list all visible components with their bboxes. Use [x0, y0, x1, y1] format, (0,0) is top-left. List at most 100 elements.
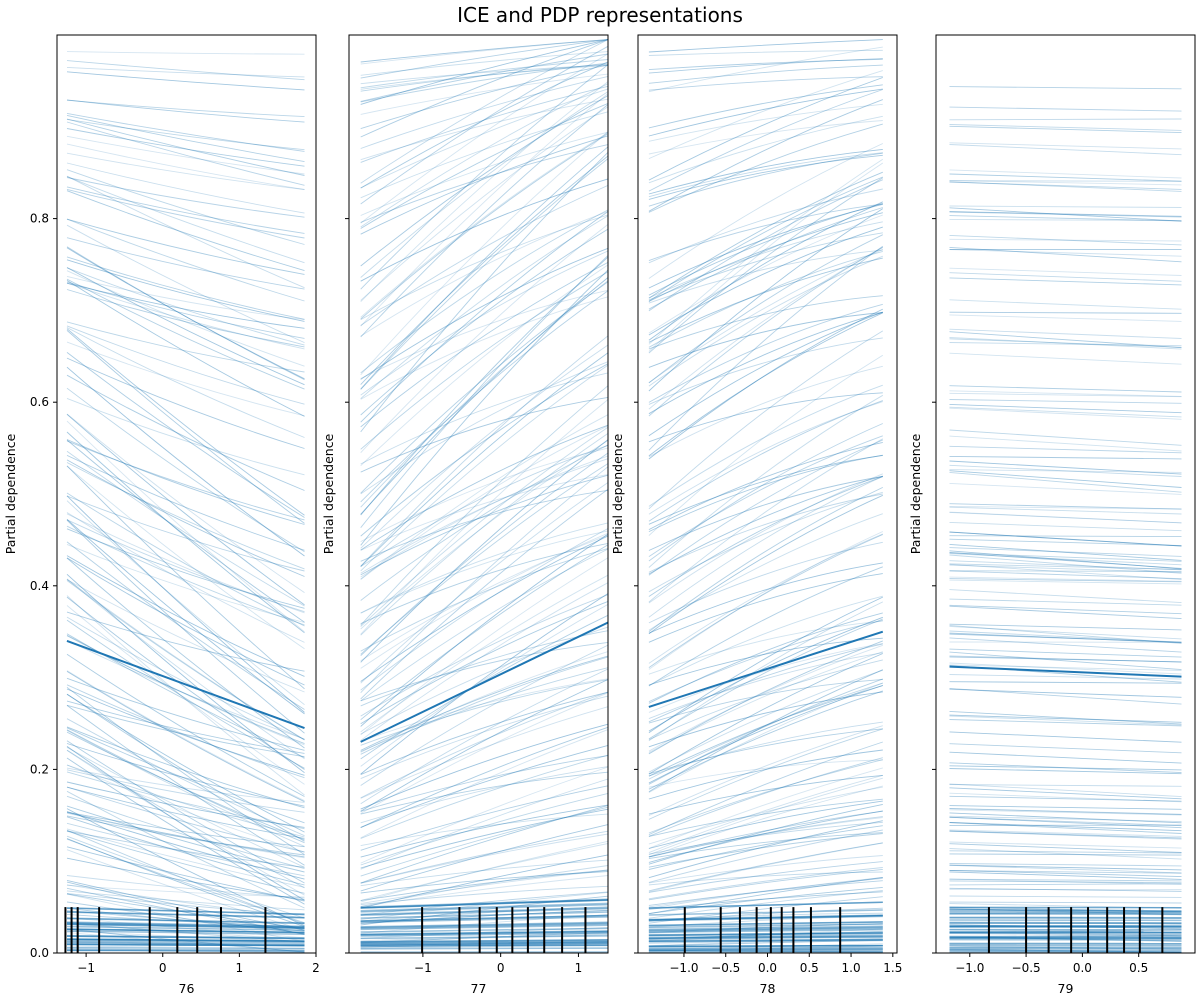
x-tick-label: 2	[312, 961, 320, 975]
ice-line	[648, 926, 883, 934]
ice-line	[360, 102, 609, 229]
ice-line	[648, 741, 883, 836]
ice-line	[66, 224, 305, 344]
ice-line	[360, 228, 609, 416]
ice-line	[949, 352, 1182, 365]
ice-line	[66, 838, 305, 924]
ice-line	[648, 70, 883, 160]
ice-line	[360, 39, 609, 138]
ice-line	[360, 922, 609, 929]
subplot-79: −1.0 −0.5 0.0 0.5 79 Partial dependence	[908, 34, 1196, 996]
ice-line	[648, 777, 883, 856]
ice-line	[66, 941, 305, 947]
ice-line	[66, 727, 305, 824]
ice-line	[949, 464, 1182, 477]
ice-line	[360, 729, 609, 839]
ice-line	[648, 867, 883, 900]
ice-line	[360, 865, 609, 907]
ice-line	[949, 277, 1182, 286]
ice-line	[360, 909, 609, 925]
ice-line	[949, 808, 1182, 815]
ice-line	[648, 308, 883, 460]
ice-line	[66, 943, 305, 948]
ice-line	[648, 767, 883, 849]
pdp-line	[66, 639, 305, 730]
ice-line	[648, 77, 883, 181]
ice-line	[648, 58, 883, 74]
ice-line	[648, 620, 883, 675]
ice-line	[648, 202, 883, 296]
ice-line	[949, 934, 1182, 939]
ice-line	[66, 892, 305, 916]
x-axis-label: 76	[179, 981, 195, 996]
ice-line	[66, 634, 305, 746]
pdp-line	[360, 621, 609, 743]
ice-line	[949, 337, 1182, 350]
ice-line	[949, 550, 1182, 570]
ice-line	[360, 39, 609, 184]
ice-line	[66, 413, 305, 606]
ice-line	[360, 39, 609, 79]
ice-line	[360, 81, 609, 303]
y-tick-label: 0.0	[30, 946, 49, 960]
ice-line	[648, 890, 883, 919]
ice-line	[360, 534, 609, 662]
ice-line	[66, 686, 305, 855]
ice-line	[66, 822, 305, 877]
y-axis-label: Partial dependence	[610, 433, 625, 554]
ice-line	[949, 812, 1182, 824]
ice-line	[66, 573, 305, 774]
ice-line	[949, 338, 1182, 348]
x-tick-label: −1.0	[669, 961, 698, 975]
ice-line	[648, 871, 883, 886]
ice-line	[66, 330, 305, 524]
ice-line	[360, 582, 609, 741]
ice-line	[66, 677, 305, 751]
ice-line	[949, 460, 1182, 475]
ice-line	[949, 924, 1182, 930]
ice-line	[648, 877, 883, 908]
ice-line	[648, 949, 883, 953]
ice-line	[66, 525, 305, 626]
ice-line	[648, 226, 883, 336]
ice-line	[949, 655, 1182, 663]
ice-line	[949, 331, 1182, 349]
ice-line	[949, 664, 1182, 671]
ice-line	[648, 439, 883, 576]
ice-line	[949, 570, 1182, 572]
ice-line	[360, 131, 609, 216]
ice-line	[648, 601, 883, 742]
ice-line	[648, 475, 883, 618]
ice-line	[360, 916, 609, 924]
ice-line	[66, 611, 305, 672]
ice-line	[66, 387, 305, 553]
ice-line	[648, 930, 883, 940]
ice-line	[66, 289, 305, 348]
ice-line	[949, 173, 1182, 182]
ice-line	[949, 445, 1182, 454]
ice-line	[66, 135, 305, 175]
ice-line	[648, 295, 883, 350]
ice-line	[360, 859, 609, 887]
ice-line	[648, 927, 883, 932]
ice-line	[648, 596, 883, 734]
ice-line	[648, 932, 883, 937]
ice-line	[360, 902, 609, 912]
ice-line	[949, 249, 1182, 257]
ice-line	[66, 578, 305, 741]
ice-line	[66, 431, 305, 634]
ice-line	[949, 871, 1182, 880]
ice-line	[949, 808, 1182, 815]
ice-line	[949, 267, 1182, 276]
ice-line	[66, 949, 305, 953]
ice-line	[648, 651, 883, 753]
ice-line	[949, 870, 1182, 874]
ice-line	[360, 463, 609, 655]
ice-line	[949, 743, 1182, 754]
ice-line	[949, 482, 1182, 495]
ice-line	[648, 400, 883, 522]
ice-line	[949, 850, 1182, 854]
ice-line	[360, 424, 609, 551]
ice-line	[66, 907, 305, 932]
ice-line	[648, 950, 883, 953]
